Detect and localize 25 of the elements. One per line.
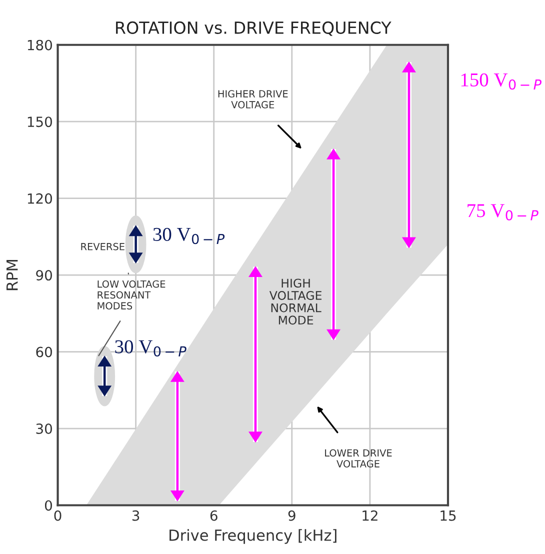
y-tick-label: 30 <box>36 423 52 434</box>
text: 75 V$_{0−P}$ <box>468 204 538 220</box>
text: 150 V$_{0−P}$ <box>461 73 542 90</box>
annotation: LOWER DRIVE VOLTAGE <box>325 449 392 468</box>
annotation: 30 V$_{0−P}$ <box>115 340 186 357</box>
y-tick-label: 150 <box>28 116 52 128</box>
y-tick-label: 90 <box>36 270 52 281</box>
y-tick-label: 0 <box>44 500 52 511</box>
annotation: REVERSE <box>81 242 124 250</box>
x-tick-label: 3 <box>132 510 140 521</box>
annotation: LOW VOLTAGE RESONANT MODES <box>98 280 166 310</box>
y-tick-label: 120 <box>28 193 52 204</box>
annotation: HIGH VOLTAGE NORMAL MODE <box>269 278 322 325</box>
x-tick-label: 12 <box>362 510 378 521</box>
x-tick-label: 6 <box>210 510 218 521</box>
annotation: 30 V$_{0−P}$ <box>153 228 225 244</box>
x-tick-label: 0 <box>54 510 62 521</box>
y-tick-label: 60 <box>36 346 52 358</box>
y-axis-title: RPM <box>6 260 18 290</box>
chart-title: ROTATION vs. DRIVE FREQUENCY <box>116 21 392 36</box>
y-tick-label: 180 <box>28 40 52 50</box>
x-tick-label: 15 <box>440 510 456 521</box>
annotation: HIGHER DRIVE VOLTAGE <box>218 90 288 108</box>
x-axis-title: Drive Frequency [kHz] <box>170 529 336 544</box>
x-tick-label: 9 <box>288 510 296 521</box>
